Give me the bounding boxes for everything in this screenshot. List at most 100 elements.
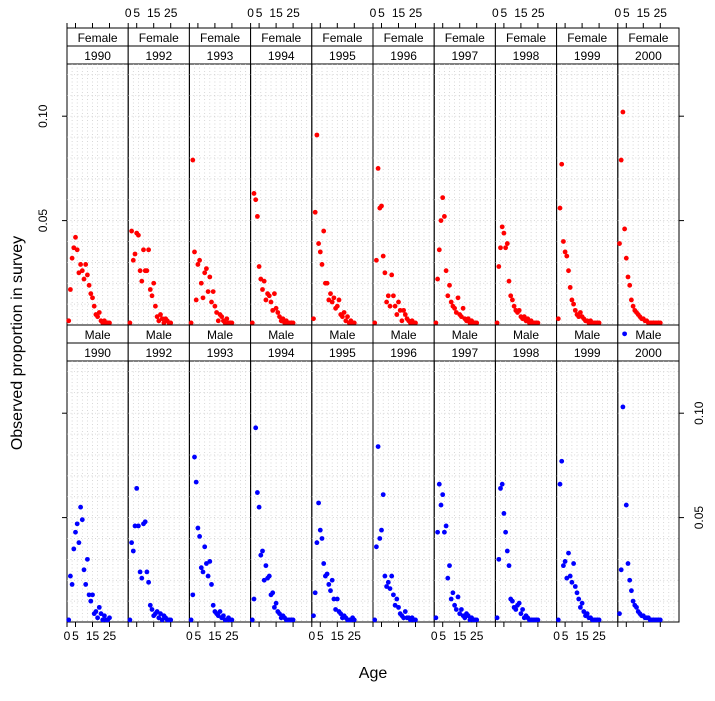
x-tick-label-bottom: 5 <box>439 629 446 643</box>
point-male-1999-age13 <box>576 596 582 602</box>
point-female-1992-age13 <box>147 287 153 292</box>
strip-label-year-male-1994: 1994 <box>268 346 295 360</box>
point-female-1998-age10 <box>510 297 515 303</box>
point-female-1998-age11 <box>511 303 517 309</box>
x-tick-label-bottom: 25 <box>470 629 484 643</box>
point-female-1993-age9 <box>202 270 208 276</box>
strip-label-year-female-2000: 2000 <box>635 49 662 63</box>
point-female-1999-age10 <box>571 301 576 307</box>
point-female-1993-age14 <box>210 289 216 294</box>
point-male-1998-age15 <box>518 611 524 617</box>
point-male-1993-age18 <box>217 609 223 614</box>
point-male-2000-age11 <box>634 604 639 610</box>
point-male-1999-age8 <box>567 573 573 579</box>
point-female-1998-age14 <box>516 307 522 313</box>
x-tick-label-bottom: 5 <box>195 629 202 643</box>
point-female-1992-age25 <box>168 320 174 326</box>
point-female-1997-age3 <box>436 247 442 253</box>
strip-label-sex-male-1993: Male <box>207 328 233 342</box>
strip-label-year-female-1998: 1998 <box>513 49 540 63</box>
strip-label-year-female-1990: 1990 <box>84 49 111 63</box>
point-female-1994-age3 <box>253 197 259 203</box>
point-female-1996-age3 <box>375 166 381 171</box>
point-male-1997-age11 <box>450 590 456 596</box>
point-female-2000-age3 <box>620 109 626 115</box>
point-female-1993-age17 <box>215 318 221 324</box>
point-female-1999-age25 <box>596 320 602 326</box>
point-male-1990-age9 <box>79 517 85 523</box>
point-female-1993-age21 <box>222 320 228 326</box>
x-tick-label-bottom: 5 <box>72 629 79 643</box>
y-axis-title: Observed proportion in survey <box>9 236 26 450</box>
point-female-1996-age9 <box>385 293 391 299</box>
point-male-1994-age7 <box>260 548 265 554</box>
point-male-1992-age8 <box>139 575 145 581</box>
point-female-1994-age15 <box>273 305 279 311</box>
point-male-1999-age14 <box>578 604 583 610</box>
point-female-1993-age2 <box>190 157 196 163</box>
point-female-1997-age10 <box>448 299 454 305</box>
strip-label-sex-female-1999: Female <box>567 31 607 45</box>
point-female-1990-age16 <box>91 303 97 309</box>
point-male-1997-age1 <box>433 615 439 621</box>
point-female-1999-age3 <box>559 161 565 167</box>
point-male-1990-age25 <box>107 615 112 621</box>
point-female-1998-age25 <box>535 320 541 326</box>
point-female-1999-age11 <box>572 307 578 313</box>
point-female-1992-age2 <box>129 228 135 234</box>
point-female-1999-age8 <box>567 285 573 290</box>
point-male-1999-age7 <box>566 550 571 556</box>
point-male-1998-age25 <box>535 617 541 623</box>
point-male-1998-age12 <box>513 607 519 612</box>
point-male-1999-age3 <box>559 458 565 464</box>
point-female-1990-age19 <box>96 310 102 315</box>
x-tick-label-top: 5 <box>623 6 630 20</box>
point-male-1996-age25 <box>413 617 418 623</box>
point-male-1993-age20 <box>221 613 226 619</box>
x-tick-label-top: 0 <box>614 6 621 20</box>
point-female-1990-age8 <box>78 262 83 267</box>
strip-label-sex-male-1994: Male <box>268 328 294 342</box>
strip-label-sex-male-1995: Male <box>329 328 355 342</box>
x-tick-label-bottom: 5 <box>562 629 569 643</box>
point-male-1997-age10 <box>448 596 454 602</box>
point-female-1990-age6 <box>74 247 80 253</box>
strip-label-sex-male-1990: Male <box>85 328 111 342</box>
point-male-1994-age11 <box>266 573 272 579</box>
point-male-1999-age18 <box>584 611 590 617</box>
point-female-1990-age3 <box>69 255 75 261</box>
point-male-1998-age14 <box>516 600 522 606</box>
point-male-1998-age3 <box>498 485 503 491</box>
point-female-1999-age14 <box>578 310 583 315</box>
point-male-1992-age12 <box>146 579 152 585</box>
point-female-1993-age3 <box>192 249 197 255</box>
strip-label-sex-male-2000: Male <box>635 328 661 342</box>
point-female-1998-age5 <box>501 230 507 236</box>
x-tick-label-bottom: 25 <box>348 629 362 643</box>
point-male-1997-age25 <box>474 617 480 623</box>
point-male-1999-age9 <box>569 579 575 585</box>
point-female-2000-age25 <box>657 320 663 326</box>
point-female-1997-age17 <box>460 305 466 311</box>
point-female-1992-age20 <box>159 316 165 322</box>
point-female-1994-age4 <box>255 214 260 219</box>
point-female-1999-age13 <box>576 314 582 320</box>
point-female-2000-age8 <box>629 297 634 303</box>
point-male-1993-age1 <box>188 617 194 623</box>
point-female-1999-age5 <box>562 249 568 255</box>
point-male-1995-age1 <box>311 613 316 619</box>
point-female-1992-age1 <box>127 320 133 326</box>
point-male-1996-age14 <box>394 596 400 602</box>
point-male-1997-age14 <box>455 594 461 600</box>
x-tick-label-bottom: 15 <box>453 629 467 643</box>
strip-label-year-female-1994: 1994 <box>268 49 295 63</box>
point-female-1990-age25 <box>107 320 112 326</box>
point-female-2000-age4 <box>622 226 627 232</box>
x-tick-label-bottom: 0 <box>64 629 71 643</box>
point-female-1999-age9 <box>569 297 575 303</box>
point-male-1995-age6 <box>319 536 325 541</box>
point-male-1994-age2 <box>251 596 257 602</box>
x-tick-label-bottom: 15 <box>575 629 589 643</box>
point-female-1992-age12 <box>146 247 152 253</box>
